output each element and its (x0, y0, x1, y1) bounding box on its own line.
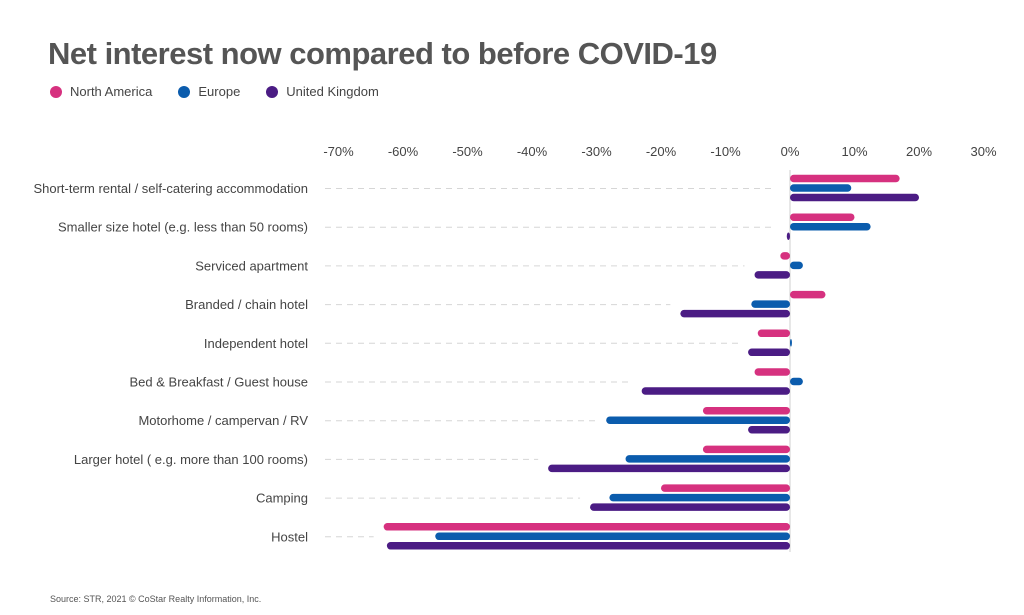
legend-label-north-america: North America (70, 84, 153, 99)
bar-north-america (790, 174, 900, 183)
legend-label-europe: Europe (198, 84, 241, 99)
bar-north-america (754, 368, 790, 376)
bar-north-america (790, 213, 855, 221)
source-note: Source: STR, 2021 © CoStar Realty Inform… (50, 594, 262, 604)
bar-europe (790, 184, 852, 192)
bar-europe (790, 377, 803, 386)
category-label: Serviced apartment (195, 258, 308, 273)
category-label: Branded / chain hotel (185, 297, 308, 312)
bar-europe (625, 455, 790, 463)
category-label: Motorhome / campervan / RV (138, 413, 308, 428)
bar-north-america (702, 445, 790, 454)
bar-europe (790, 339, 792, 347)
x-tick-label: 10% (841, 144, 867, 159)
bar-north-america (790, 290, 826, 299)
bar-europe (790, 222, 871, 231)
x-tick-label: 0% (781, 144, 800, 159)
bar-united-kingdom (386, 542, 790, 550)
legend-label-united-kingdom: United Kingdom (286, 84, 379, 99)
bar-north-america (702, 406, 790, 415)
x-tick-label: -70% (323, 144, 354, 159)
bar-united-kingdom (754, 271, 790, 279)
bar-united-kingdom (680, 309, 790, 318)
bar-north-america (383, 523, 790, 531)
bar-north-america (757, 329, 790, 338)
bar-united-kingdom (748, 348, 790, 357)
bar-united-kingdom (786, 232, 790, 240)
bar-north-america (780, 252, 790, 260)
x-tick-label: -10% (710, 144, 741, 159)
bar-united-kingdom (548, 464, 790, 473)
x-tick-label: -50% (452, 144, 483, 159)
bar-europe (606, 416, 790, 424)
legend-item-europe: Europe (178, 84, 240, 99)
x-tick-label: 20% (906, 144, 932, 159)
bar-united-kingdom (590, 503, 790, 511)
bar-united-kingdom (641, 387, 790, 395)
category-label: Camping (256, 491, 308, 506)
category-label: Independent hotel (204, 336, 308, 351)
chart-title: Net interest now compared to before COVI… (48, 36, 717, 71)
bar-europe (790, 261, 803, 270)
bar-united-kingdom (748, 425, 790, 434)
bar-europe (435, 532, 790, 541)
bar-europe (609, 493, 790, 502)
category-label: Larger hotel ( e.g. more than 100 rooms) (74, 452, 308, 467)
category-label: Hostel (271, 529, 308, 544)
x-tick-label: -40% (517, 144, 548, 159)
legend-swatch-europe (178, 85, 191, 98)
legend-swatch-united-kingdom (266, 85, 279, 98)
bar-north-america (661, 484, 790, 492)
bar-united-kingdom (790, 193, 919, 202)
legend-swatch-north-america (50, 85, 62, 98)
category-label: Short-term rental / self-catering accomm… (33, 181, 308, 196)
category-label: Bed & Breakfast / Guest house (130, 375, 309, 390)
x-tick-label: -30% (581, 144, 612, 159)
x-tick-label: -20% (646, 144, 677, 159)
x-tick-label: -60% (388, 144, 419, 159)
legend: North America Europe United Kingdom (50, 84, 379, 99)
bar-europe (751, 300, 790, 308)
x-tick-label: 30% (970, 144, 996, 159)
legend-item-north-america: North America (50, 84, 152, 99)
legend-item-united-kingdom: United Kingdom (266, 84, 379, 99)
category-label: Smaller size hotel (e.g. less than 50 ro… (58, 220, 308, 235)
